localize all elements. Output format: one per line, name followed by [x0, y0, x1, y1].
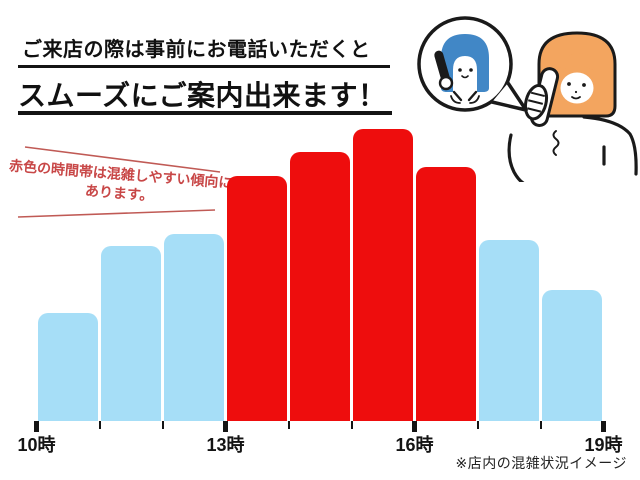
axis-label-19時: 19時 — [584, 435, 623, 455]
phone-call-illustration — [417, 16, 638, 182]
bar-13-14時 — [227, 176, 287, 421]
axis-minor-tick — [350, 421, 353, 429]
bar-15-16時 — [353, 129, 413, 421]
operator-woman — [434, 34, 489, 104]
axis-major-tick — [601, 421, 606, 432]
axis-major-tick — [223, 421, 228, 432]
axis-label-16時: 16時 — [395, 435, 434, 455]
axis-minor-tick — [287, 421, 290, 429]
title-underline-2 — [18, 111, 392, 115]
bar-10-11時 — [38, 313, 98, 421]
bar-17-18時 — [479, 240, 539, 421]
page-title-line1: ご来店の際は事前にお電話いただくと — [22, 39, 371, 61]
axis-major-tick — [412, 421, 417, 432]
bar-12-13時 — [164, 234, 224, 421]
phone-cord — [552, 130, 560, 156]
bar-11-12時 — [101, 246, 161, 421]
operator-phone — [434, 50, 451, 84]
title-underline-1 — [18, 65, 390, 68]
axis-label-13時: 13時 — [206, 435, 245, 455]
axis-minor-tick — [161, 421, 164, 429]
page-title-line2: スムーズにご案内出来ます！ — [18, 80, 387, 111]
axis-major-tick — [34, 421, 39, 432]
bar-18-19時 — [542, 290, 602, 421]
customer-woman — [507, 115, 638, 182]
footer-note: ※店内の混雑状況イメージ — [455, 455, 627, 471]
customer-face — [558, 53, 604, 104]
speech-bubble-tail — [491, 82, 528, 112]
axis-minor-tick — [539, 421, 542, 429]
bar-14-15時 — [290, 152, 350, 421]
bar-16-17時 — [416, 167, 476, 421]
axis-minor-tick — [98, 421, 101, 429]
customer-phone — [523, 67, 560, 127]
annotation-emphasis-lines — [17, 146, 221, 218]
axis-minor-tick — [476, 421, 479, 429]
axis-label-10時: 10時 — [17, 435, 56, 455]
